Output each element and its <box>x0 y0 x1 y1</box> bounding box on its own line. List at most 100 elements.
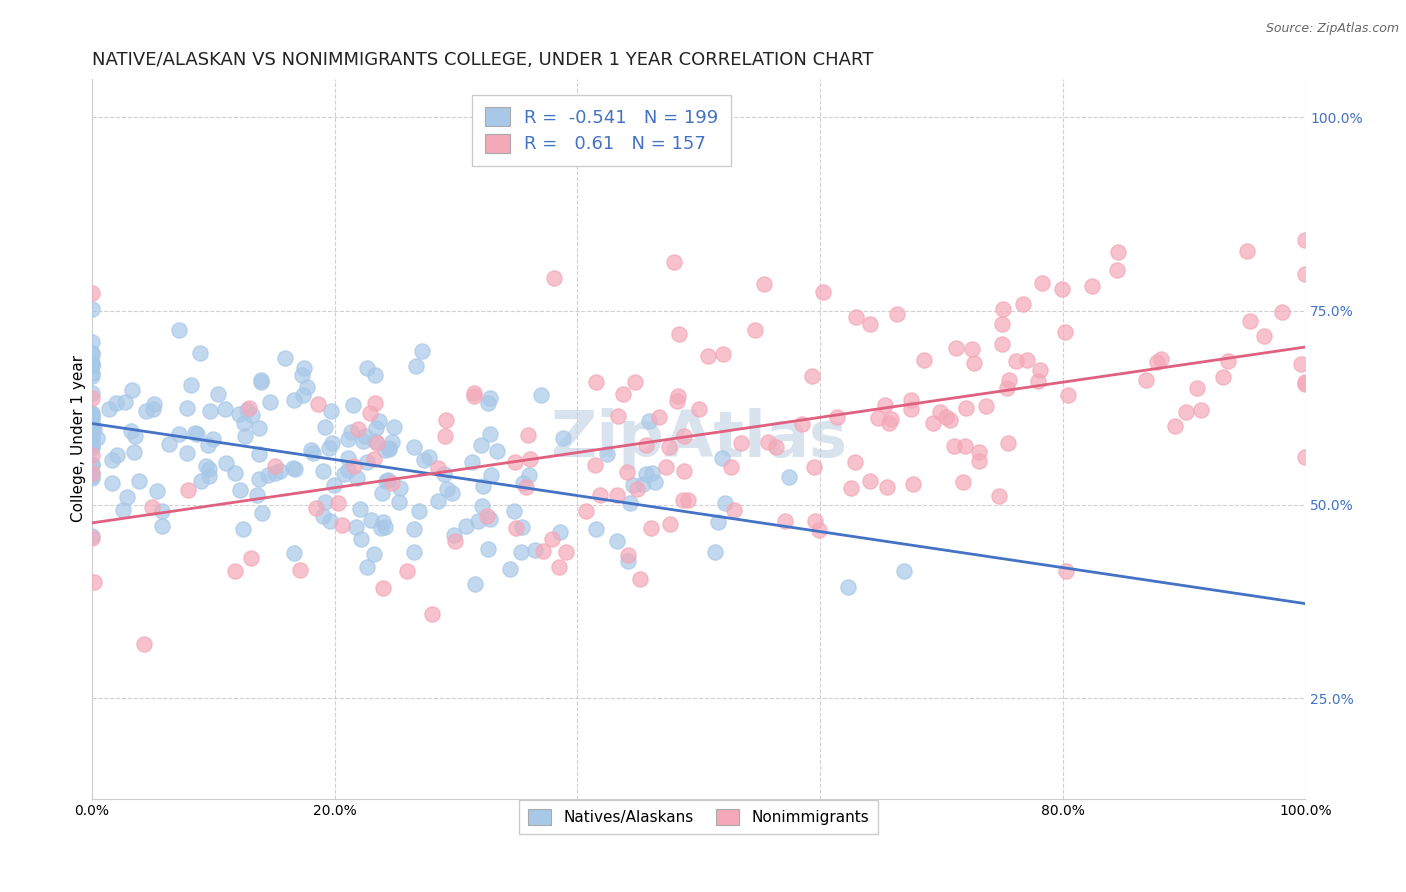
Point <box>80 385 103 400</box>
Point <box>641 466 664 480</box>
Point <box>841 481 863 495</box>
Point <box>478 391 501 405</box>
Point <box>688 402 710 417</box>
Point <box>364 434 387 448</box>
Point <box>420 607 443 621</box>
Point <box>80 369 103 384</box>
Point <box>176 446 198 460</box>
Point <box>333 467 356 481</box>
Point <box>387 495 409 509</box>
Point <box>666 389 689 403</box>
Point <box>274 351 297 365</box>
Point <box>1187 381 1209 395</box>
Point <box>374 443 396 458</box>
Point <box>150 518 173 533</box>
Point <box>969 444 991 458</box>
Point <box>463 389 485 403</box>
Text: ZipAtlas: ZipAtlas <box>550 408 846 470</box>
Point <box>1189 402 1212 417</box>
Point <box>1053 326 1076 340</box>
Point <box>250 375 273 389</box>
Point <box>312 464 335 478</box>
Point <box>188 346 211 360</box>
Point <box>288 563 311 577</box>
Point <box>314 495 336 509</box>
Point <box>935 409 957 424</box>
Point <box>893 564 915 578</box>
Point <box>232 522 254 536</box>
Point <box>124 429 146 443</box>
Point <box>756 434 779 449</box>
Point <box>636 467 658 482</box>
Point <box>606 534 628 549</box>
Point <box>190 474 212 488</box>
Point <box>1054 564 1077 578</box>
Point <box>326 496 349 510</box>
Point <box>214 401 236 416</box>
Point <box>472 479 495 493</box>
Point <box>336 450 359 465</box>
Point <box>157 437 180 451</box>
Point <box>640 520 662 534</box>
Point <box>960 342 983 356</box>
Point <box>408 504 430 518</box>
Point <box>180 378 202 392</box>
Legend: Natives/Alaskans, Nonimmigrants: Natives/Alaskans, Nonimmigrants <box>519 800 879 834</box>
Point <box>247 421 270 435</box>
Point <box>1294 450 1316 465</box>
Point <box>585 522 607 536</box>
Point <box>233 416 256 430</box>
Point <box>1004 354 1026 368</box>
Point <box>347 422 370 436</box>
Point <box>554 545 576 559</box>
Point <box>859 474 882 488</box>
Point <box>346 471 368 485</box>
Point <box>104 396 127 410</box>
Point <box>114 394 136 409</box>
Point <box>80 437 103 451</box>
Point <box>648 410 671 425</box>
Point <box>470 437 492 451</box>
Point <box>575 504 598 518</box>
Point <box>1017 353 1039 368</box>
Point <box>463 577 485 591</box>
Point <box>800 368 823 383</box>
Point <box>198 468 221 483</box>
Point <box>304 500 326 515</box>
Point <box>314 419 336 434</box>
Point <box>80 468 103 483</box>
Point <box>644 475 666 489</box>
Point <box>945 341 967 355</box>
Point <box>381 434 404 449</box>
Point <box>519 468 541 483</box>
Point <box>752 277 775 291</box>
Point <box>146 483 169 498</box>
Point <box>463 385 485 400</box>
Point <box>900 401 922 416</box>
Point <box>80 359 103 373</box>
Point <box>433 467 456 481</box>
Point <box>1175 405 1198 419</box>
Point <box>80 429 103 443</box>
Point <box>370 521 392 535</box>
Point <box>224 564 246 578</box>
Point <box>246 488 269 502</box>
Point <box>765 440 787 454</box>
Point <box>411 343 433 358</box>
Point <box>342 458 364 473</box>
Point <box>80 301 103 316</box>
Point <box>624 375 647 389</box>
Point <box>845 310 868 325</box>
Point <box>80 406 103 420</box>
Point <box>541 532 564 546</box>
Point <box>167 323 190 337</box>
Point <box>672 464 695 478</box>
Point <box>264 466 287 480</box>
Point <box>1149 352 1171 367</box>
Point <box>440 486 463 500</box>
Point <box>1271 305 1294 319</box>
Point <box>696 349 718 363</box>
Point <box>371 581 394 595</box>
Point <box>903 476 925 491</box>
Point <box>531 544 554 558</box>
